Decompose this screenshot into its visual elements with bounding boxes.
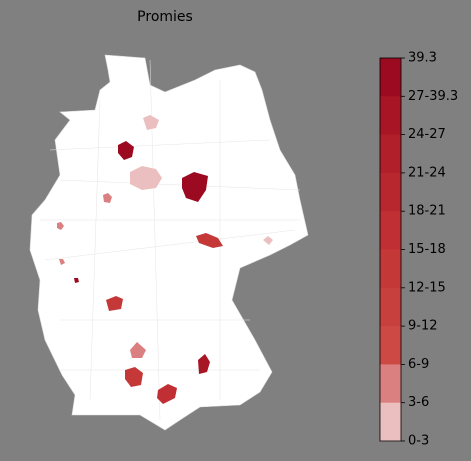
- colorbar-label: 21-24: [408, 165, 446, 180]
- district: [125, 367, 143, 387]
- colorbar-band: [380, 134, 401, 174]
- colorbar-band: [380, 172, 401, 212]
- district: [74, 278, 79, 283]
- district: [130, 166, 162, 190]
- colorbar-label: 0-3: [408, 434, 429, 449]
- country-outline: [29, 54, 309, 431]
- district: [118, 141, 134, 160]
- district: [198, 354, 210, 374]
- colorbar-frame: [379, 57, 402, 442]
- district: [130, 342, 146, 358]
- district: [106, 296, 123, 311]
- colorbar-label: 3-6: [408, 395, 429, 410]
- district: [196, 233, 223, 248]
- colorbar-band: [380, 96, 401, 136]
- colorbar-band: [380, 364, 401, 404]
- map-title: Promies: [137, 9, 193, 25]
- colorbar-band: [380, 287, 401, 327]
- district: [143, 115, 159, 130]
- district: [263, 236, 273, 245]
- district: [103, 193, 112, 203]
- colorbar: 39.3 27-39.3 24-27 21-24 18-21 15-18 12-15 9-12…: [380, 51, 458, 449]
- colorbar-band: [380, 211, 401, 250]
- colorbar-label: 24-27: [408, 127, 446, 142]
- colorbar-band: [380, 402, 401, 442]
- colorbar-label: 18-21: [408, 204, 446, 219]
- colorbar-band: [380, 249, 401, 289]
- colorbar-label: 15-18: [408, 242, 446, 257]
- colorbar-label: 27-39.3: [408, 89, 458, 104]
- district-borders: [40, 59, 301, 421]
- district: [59, 259, 65, 265]
- colorbar-band: [380, 326, 401, 365]
- colorbar-band: [380, 58, 401, 97]
- colorbar-label: 39.3: [408, 51, 437, 66]
- district: [157, 384, 177, 404]
- district: [57, 222, 64, 230]
- germany-map: [29, 54, 309, 431]
- colorbar-label: 9-12: [408, 319, 438, 334]
- district: [182, 172, 208, 202]
- colorbar-label: 6-9: [408, 357, 429, 372]
- colorbar-label: 12-15: [408, 280, 446, 295]
